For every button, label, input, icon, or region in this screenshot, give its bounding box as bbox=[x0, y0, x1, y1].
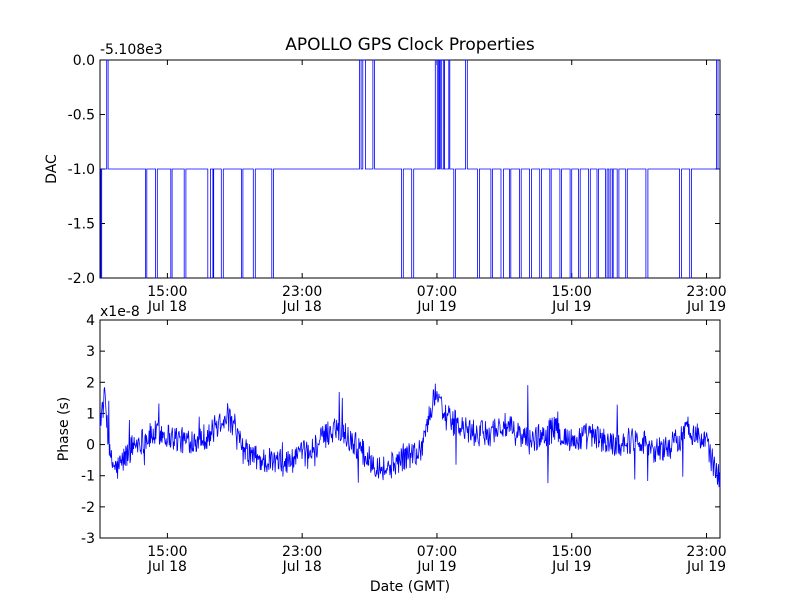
x-tick-date: Jul 18 bbox=[282, 299, 322, 315]
x-tick-time: 23:00 bbox=[282, 284, 322, 300]
x-tick-time: 15:00 bbox=[147, 284, 187, 300]
y-tick-label: 1 bbox=[86, 406, 95, 422]
x-tick-date: Jul 19 bbox=[686, 559, 726, 575]
figure-title: APOLLO GPS Clock Properties bbox=[285, 35, 535, 55]
x-tick-date: Jul 19 bbox=[551, 559, 591, 575]
y-tick-label: -2 bbox=[81, 500, 95, 516]
phase-plot-frame bbox=[99, 319, 721, 539]
dac-y-axis-label: DAC bbox=[44, 154, 60, 184]
y-tick-label: -0.5 bbox=[68, 108, 95, 124]
y-tick-label: -1.5 bbox=[68, 217, 95, 233]
y-tick-label: -2.0 bbox=[68, 271, 95, 287]
x-tick-date: Jul 19 bbox=[551, 299, 591, 315]
x-axis-label: Date (GMT) bbox=[370, 579, 450, 595]
x-tick-time: 23:00 bbox=[686, 284, 726, 300]
x-tick-time: 07:00 bbox=[417, 544, 457, 560]
x-tick-date: Jul 19 bbox=[416, 559, 456, 575]
x-tick-date: Jul 18 bbox=[147, 559, 187, 575]
y-tick-label: -3 bbox=[81, 531, 95, 547]
y-tick-label: 2 bbox=[86, 375, 95, 391]
dac-offset-label: -5.108e3 bbox=[100, 42, 163, 58]
y-tick-label: 0.0 bbox=[73, 53, 95, 69]
dac-line bbox=[100, 59, 720, 279]
x-tick-date: Jul 19 bbox=[416, 299, 456, 315]
x-tick-time: 15:00 bbox=[552, 284, 592, 300]
x-tick-time: 15:00 bbox=[552, 544, 592, 560]
y-tick-label: -1 bbox=[81, 469, 95, 485]
phase-offset-label: x1e-8 bbox=[100, 304, 140, 320]
y-tick-label: -1.0 bbox=[68, 162, 95, 178]
x-tick-time: 15:00 bbox=[147, 544, 187, 560]
x-tick-date: Jul 18 bbox=[282, 559, 322, 575]
x-tick-time: 07:00 bbox=[417, 284, 457, 300]
x-tick-date: Jul 19 bbox=[686, 299, 726, 315]
phase-series-line bbox=[99, 383, 721, 488]
y-tick-label: 0 bbox=[86, 438, 95, 454]
dac-panel: -5.108e3 DAC 0.0-0.5-1.0-1.5-2.0 15:00Ju… bbox=[44, 42, 727, 315]
x-tick-time: 23:00 bbox=[282, 544, 322, 560]
phase-line bbox=[99, 383, 721, 488]
x-tick-time: 23:00 bbox=[686, 544, 726, 560]
dac-series-line bbox=[100, 59, 720, 279]
dac-y-ticks: 0.0 -0.5 -1.0 -1.5 -2.0 bbox=[68, 53, 720, 287]
phase-y-ticks: 4 3 2 1 0 -1 -2 -3 bbox=[81, 313, 720, 547]
phase-y-axis-label: Phase (s) bbox=[56, 397, 72, 461]
x-tick-date: Jul 18 bbox=[147, 299, 187, 315]
y-tick-label: 3 bbox=[86, 344, 95, 360]
y-tick-label: 4 bbox=[86, 313, 95, 329]
